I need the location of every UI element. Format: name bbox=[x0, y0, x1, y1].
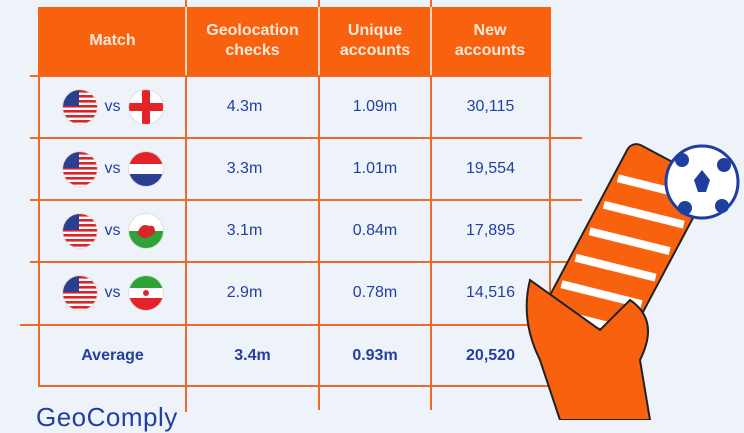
table-header bbox=[38, 7, 551, 75]
geolocation-checks-cell: 3.1m bbox=[226, 222, 263, 239]
unique-accounts-cell: 0.84m bbox=[352, 222, 398, 239]
grid-line bbox=[430, 0, 432, 410]
iran-flag-icon bbox=[128, 276, 163, 310]
usa-flag-icon bbox=[62, 90, 97, 124]
grid-line bbox=[30, 137, 582, 139]
usa-flag-icon bbox=[62, 152, 97, 186]
grid-line bbox=[185, 0, 187, 412]
usa-flag-icon bbox=[62, 214, 97, 248]
grid-line bbox=[318, 0, 320, 410]
new-accounts-cell: 19,554 bbox=[466, 160, 515, 177]
vs-label: vs bbox=[104, 98, 121, 115]
header-divider bbox=[318, 7, 320, 75]
grid-line bbox=[20, 324, 572, 326]
geolocation-checks-cell: 3.3m bbox=[226, 160, 263, 177]
unique-accounts-cell: 1.09m bbox=[352, 98, 398, 115]
match-cell: vs bbox=[40, 201, 185, 261]
geolocation-checks-cell: 4.3m bbox=[226, 98, 263, 115]
grid-line bbox=[30, 75, 551, 77]
geocomply-logo: GeoComply bbox=[36, 402, 178, 432]
grid-line bbox=[549, 7, 551, 387]
vs-label: vs bbox=[104, 222, 121, 239]
england-flag-icon bbox=[128, 90, 163, 124]
grid-line bbox=[38, 7, 40, 387]
header-divider bbox=[185, 7, 187, 75]
average-geolocation-checks: 3.4m bbox=[234, 346, 271, 364]
header-match: Match bbox=[89, 32, 136, 49]
geolocation-checks-cell: 2.9m bbox=[226, 284, 263, 301]
phone-football-illustration bbox=[525, 143, 740, 420]
match-cell: vs bbox=[40, 263, 185, 323]
grid-line bbox=[30, 199, 582, 201]
usa-flag-icon bbox=[62, 276, 97, 310]
new-accounts-cell: 14,516 bbox=[466, 284, 515, 301]
average-unique-accounts: 0.93m bbox=[352, 346, 398, 364]
header-unique-accounts: Unique accounts bbox=[339, 22, 411, 59]
unique-accounts-cell: 0.78m bbox=[352, 284, 398, 301]
average-new-accounts: 20,520 bbox=[466, 346, 515, 364]
header-divider bbox=[430, 7, 432, 75]
header-geolocation-checks: Geolocation checks bbox=[206, 22, 299, 59]
unique-accounts-cell: 1.01m bbox=[352, 160, 398, 177]
new-accounts-cell: 17,895 bbox=[466, 222, 515, 239]
match-cell: vs bbox=[40, 77, 185, 137]
wales-flag-icon bbox=[128, 214, 163, 248]
vs-label: vs bbox=[104, 160, 121, 177]
netherlands-flag-icon bbox=[128, 152, 163, 186]
vs-label: vs bbox=[104, 284, 121, 301]
average-label: Average bbox=[81, 346, 144, 364]
grid-line bbox=[38, 385, 551, 387]
grid-line bbox=[30, 261, 582, 263]
header-new-accounts: New accounts bbox=[454, 22, 526, 59]
new-accounts-cell: 30,115 bbox=[466, 98, 515, 115]
match-cell: vs bbox=[40, 139, 185, 199]
